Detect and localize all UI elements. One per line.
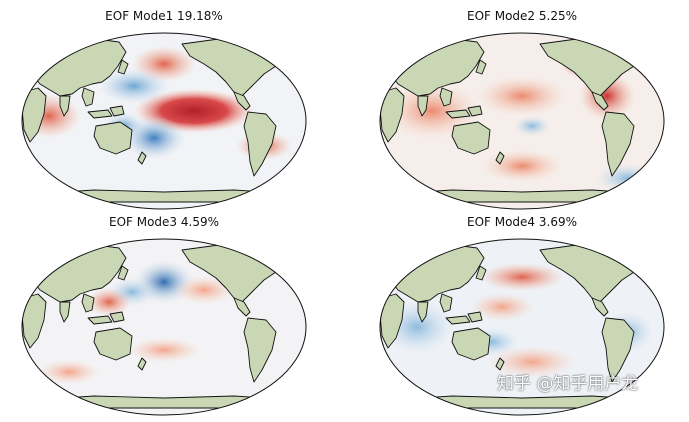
panel-title: EOF Mode2 5.25% (466, 9, 577, 23)
eof-panel-2: EOF Mode2 5.25% (372, 6, 672, 210)
eof-map-1 (21, 32, 307, 210)
panel-title: EOF Mode3 4.59% (108, 215, 219, 229)
eof-map-3 (21, 238, 307, 416)
eof-panel-3: EOF Mode3 4.59% (14, 212, 314, 416)
eof-map-2 (379, 32, 665, 210)
panel-title: EOF Mode1 19.18% (105, 9, 223, 23)
panel-title: EOF Mode4 3.69% (466, 215, 577, 229)
watermark: 知乎 @知乎用户龙 (497, 374, 639, 394)
eof-panel-4: EOF Mode4 3.69% (372, 212, 672, 416)
eof-panel-1: EOF Mode1 19.18% (14, 6, 314, 210)
eof-map-4 (379, 238, 665, 416)
